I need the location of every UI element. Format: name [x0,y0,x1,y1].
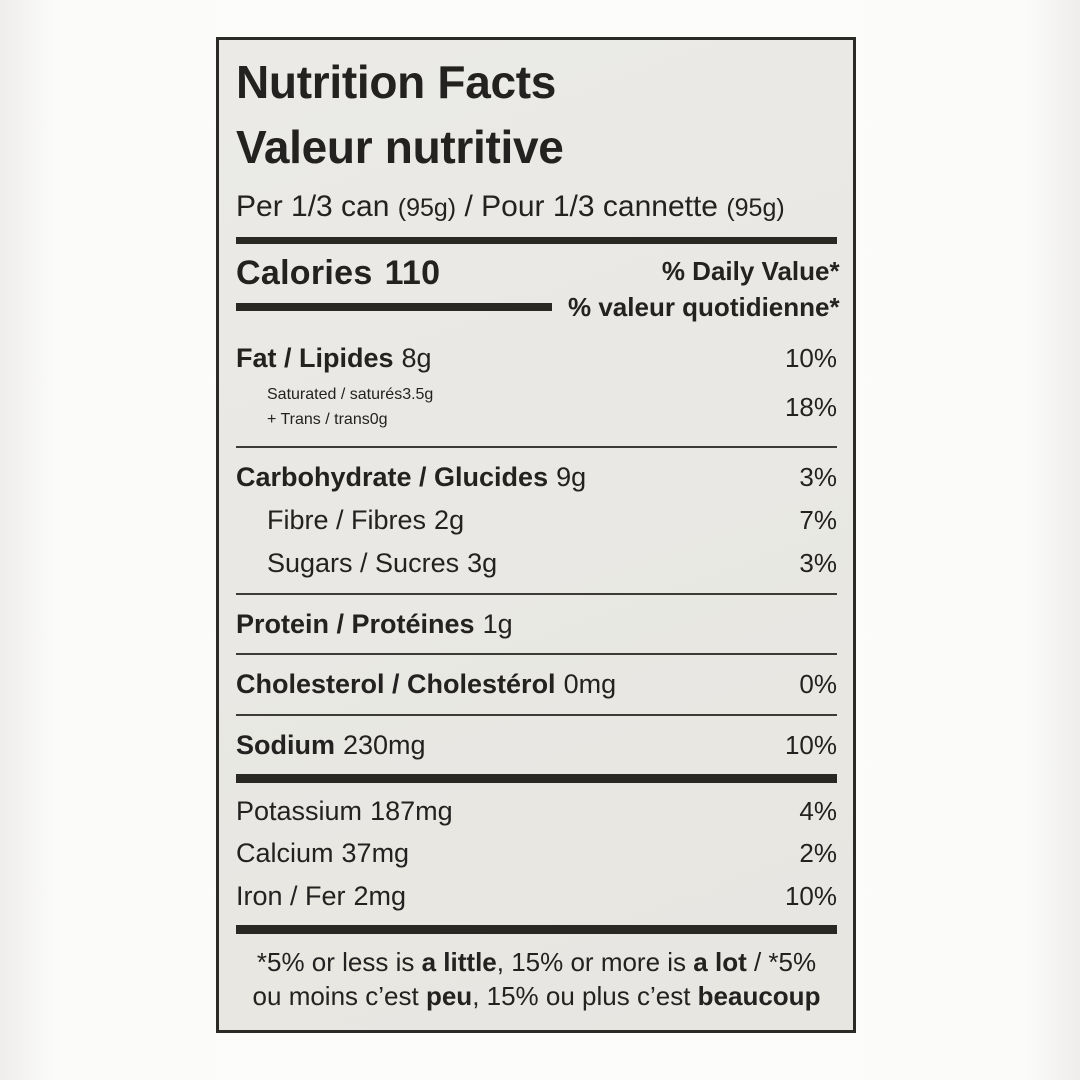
title-en: Nutrition Facts [236,56,557,108]
nutrient-row-carbohydrate: Carbohydrate / Glucides 9g 3% [236,461,837,493]
footnote-line-fr: ou moins c’est peu, 15% ou plus c’est be… [252,980,821,1011]
fibre-name: Fibre / Fibres 2g [267,505,465,536]
fat-daily-value: 10% [784,343,837,374]
divider-thin-2 [236,592,837,595]
divider-thick-footnote [236,925,837,935]
daily-value-header-en: % Daily Value* [661,255,840,286]
calories-value: 110 [384,253,441,292]
iron-name: Iron / Fer 2mg [236,880,407,911]
calories-label: Calories [236,253,373,292]
divider-thin-3 [236,653,837,656]
serving-separator: / [456,189,482,223]
divider-thin-4 [236,713,837,716]
daily-value-header: % Daily Value* % valeur quotidienne* [568,254,840,326]
daily-value-header-fr: % valeur quotidienne* [568,291,840,322]
nutrient-row-iron: Iron / Fer 2mg 10% [236,880,837,912]
footnote: *5% or less is a little, 15% or more is … [236,946,837,1014]
serving-weight-fr: (95g) [726,193,785,222]
nutrient-row-cholesterol: Cholesterol / Cholestérol 0mg 0% [236,668,837,700]
sugars-daily-value: 3% [799,548,837,579]
nutrient-row-calcium: Calcium 37mg 2% [236,837,837,869]
serving-en: Per 1/3 can [236,189,398,223]
serving-fr: Pour 1/3 cannette [481,189,727,223]
potassium-daily-value: 4% [799,796,837,827]
title-fr: Valeur nutritive [236,121,564,174]
saturated-name: Saturated / saturés3.5g [267,385,434,403]
saturated-trans-names: Saturated / saturés3.5g + Trans / trans0… [236,383,433,433]
nutrient-row-sugars: Sugars / Sucres 3g 3% [236,547,837,579]
nutrient-row-fat: Fat / Lipides 8g 10% [236,342,837,374]
calories-underline-bar [236,302,552,311]
trans-name: + Trans / trans0g [267,410,388,428]
fat-name: Fat / Lipides 8g [236,343,432,374]
iron-daily-value: 10% [784,880,837,911]
serving-size-line: Per 1/3 can (95g) / Pour 1/3 cannette (9… [236,190,837,224]
fibre-daily-value: 7% [799,505,837,536]
sodium-daily-value: 10% [784,729,837,760]
protein-name: Protein / Protéines 1g [236,608,513,639]
calcium-name: Calcium 37mg [236,838,410,869]
serving-weight-en: (95g) [397,193,457,222]
nutrient-row-potassium: Potassium 187mg 4% [236,795,837,827]
sodium-name: Sodium 230mg [236,729,426,760]
cholesterol-daily-value: 0% [799,669,837,700]
calories-block: Calories 110 [236,254,568,311]
potassium-name: Potassium 187mg [236,796,453,827]
cholesterol-name: Cholesterol / Cholestérol 0mg [236,669,617,700]
carbohydrate-name: Carbohydrate / Glucides 9g [236,461,587,492]
saturated-trans-daily-value: 18% [784,392,837,423]
nutrient-row-saturated-trans: Saturated / saturés3.5g + Trans / trans0… [236,383,837,433]
nutrient-row-fibre: Fibre / Fibres 2g 7% [236,504,837,536]
calories-line: Calories 110 [236,254,568,293]
carbohydrate-daily-value: 3% [799,461,837,492]
sugars-name: Sugars / Sucres 3g [267,548,498,579]
nutrient-row-sodium: Sodium 230mg 10% [236,729,837,761]
nutrient-row-protein: Protein / Protéines 1g [236,608,837,640]
divider-thick-sodium [236,774,837,784]
divider-thin-1 [236,445,837,448]
calcium-daily-value: 2% [799,838,837,869]
nutrition-facts-label: Nutrition Facts Valeur nutritive Per 1/3… [216,37,856,1033]
divider-thick-header [236,236,837,244]
footnote-line-en: *5% or less is a little, 15% or more is … [256,947,817,978]
calories-section: Calories 110 % Daily Value* % valeur quot… [236,254,840,326]
